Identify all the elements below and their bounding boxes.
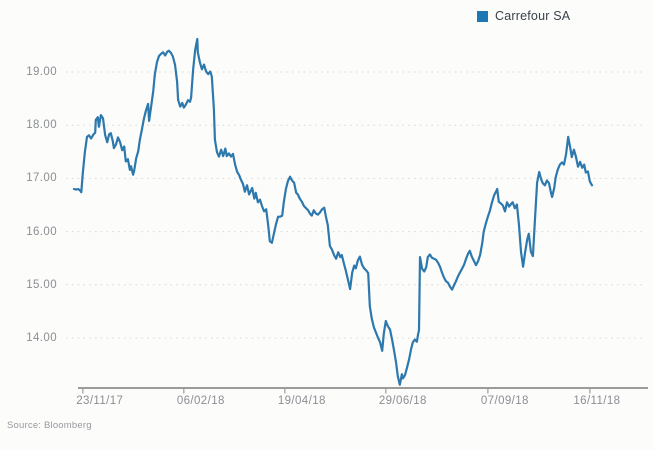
source-note: Source: Bloomberg	[7, 420, 92, 431]
y-axis-label-16.00: 16.00	[26, 225, 57, 238]
x-axis-label-19/04/18: 19/04/18	[277, 395, 326, 407]
x-axis-label-16/11/18: 16/11/18	[573, 395, 621, 407]
x-axis-ticks	[82, 388, 591, 394]
y-axis-label-17.00: 17.00	[26, 172, 57, 185]
legend-marker-icon	[477, 10, 488, 22]
y-axis-label-15.00: 15.00	[26, 278, 57, 291]
x-axis-label-29/06/18: 29/06/18	[378, 395, 427, 407]
y-axis-label-14.00: 14.00	[26, 332, 57, 344]
gridlines	[66, 71, 644, 339]
y-axis-label-18.00: 18.00	[26, 119, 57, 132]
x-axis-label-07/09/18: 07/09/18	[480, 395, 529, 407]
x-axis-label-23/11/17: 23/11/17	[76, 395, 124, 407]
y-axis-label-19.00: 19.00	[26, 66, 57, 78]
price-line-carrefour	[72, 37, 594, 386]
legend-label: Carrefour SA	[495, 9, 571, 23]
legend: Carrefour SA	[477, 9, 570, 23]
x-axis-label-06/02/18: 06/02/18	[176, 395, 225, 407]
